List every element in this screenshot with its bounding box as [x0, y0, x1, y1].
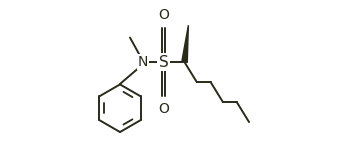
Text: S: S [159, 55, 169, 70]
Text: N: N [138, 55, 148, 69]
Polygon shape [182, 25, 188, 62]
Text: O: O [158, 8, 169, 22]
Text: O: O [158, 102, 169, 116]
